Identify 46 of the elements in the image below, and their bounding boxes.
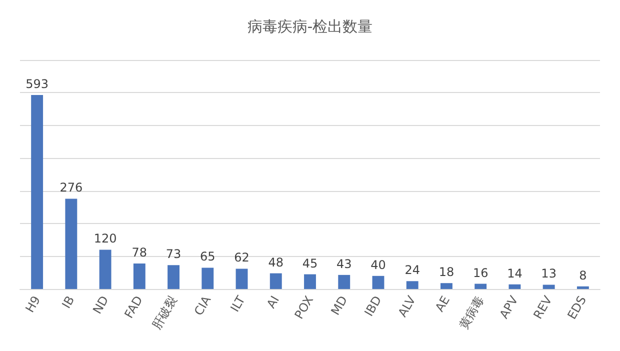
bar: [304, 274, 316, 289]
bar: [99, 250, 112, 289]
bar: [168, 265, 180, 289]
x-tick-label: MD: [328, 294, 350, 318]
bar: [65, 198, 78, 289]
x-tick-label: IB: [59, 294, 78, 311]
data-label: 78: [132, 245, 148, 260]
x-tick-label: 黄病毒: [456, 294, 487, 332]
data-label: 43: [336, 256, 352, 271]
data-label: 276: [60, 180, 83, 195]
data-label: 48: [268, 255, 284, 270]
bar: [338, 274, 350, 289]
x-tick-label: 肝破裂: [149, 294, 180, 332]
bar: [31, 95, 44, 289]
x-tick-label: H9: [22, 294, 44, 315]
x-tick-label: IBD: [362, 294, 384, 319]
bar: [542, 284, 555, 289]
bar: [508, 284, 521, 289]
data-label: 16: [472, 266, 488, 280]
x-tick-label: ND: [90, 294, 112, 316]
bar: [576, 286, 589, 289]
x-tick-label: CIA: [192, 292, 214, 318]
data-label: 62: [234, 250, 250, 265]
data-label: 45: [302, 256, 318, 270]
bar: [202, 268, 214, 289]
data-label: 18: [438, 265, 454, 280]
data-label: 120: [94, 232, 117, 246]
data-label: 14: [507, 266, 522, 280]
bar: [236, 268, 248, 289]
bar: [474, 284, 487, 289]
bar: [270, 273, 282, 289]
data-label: 593: [26, 77, 49, 92]
data-label: 8: [579, 268, 587, 282]
bar: [133, 263, 146, 289]
data-label: 24: [404, 263, 420, 278]
data-label: 73: [166, 247, 182, 262]
data-label: 40: [370, 258, 386, 272]
x-tick-label: ILT: [228, 292, 248, 314]
x-tick-label: AE: [432, 294, 453, 314]
bar: [406, 281, 418, 289]
chart-title: 病毒疾病-检出数量: [247, 18, 373, 36]
data-label: 65: [200, 250, 216, 264]
x-tick-label: AI: [264, 294, 282, 311]
bar: [440, 283, 452, 289]
data-label: 13: [541, 266, 556, 281]
bar: [372, 276, 384, 289]
